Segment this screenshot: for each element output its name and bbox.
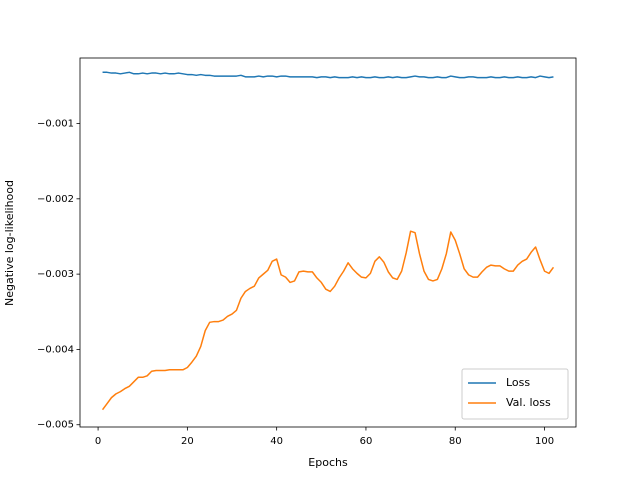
plot-frame [79, 57, 577, 428]
legend-label: Loss [506, 376, 530, 389]
data-line [102, 71, 554, 79]
x-tick-label: 0 [95, 436, 101, 447]
data-line [101, 230, 555, 411]
y-tick-label: −0.001 [37, 119, 74, 130]
x-tick-label: 20 [181, 436, 194, 447]
x-tick-label: 60 [360, 436, 373, 447]
x-tick-label: 100 [535, 436, 554, 447]
y-tick-label: −0.002 [37, 194, 74, 205]
y-axis-label: Negative log-likelihood [3, 180, 16, 306]
x-tick-label: 80 [449, 436, 462, 447]
legend-label: Val. loss [506, 396, 551, 409]
x-axis-label: Epochs [308, 456, 348, 469]
x-tick-label: 40 [270, 436, 283, 447]
y-tick-label: −0.003 [37, 269, 74, 280]
legend-box [461, 368, 569, 420]
y-tick-label: −0.005 [37, 420, 74, 431]
y-tick-label: −0.004 [37, 344, 74, 355]
